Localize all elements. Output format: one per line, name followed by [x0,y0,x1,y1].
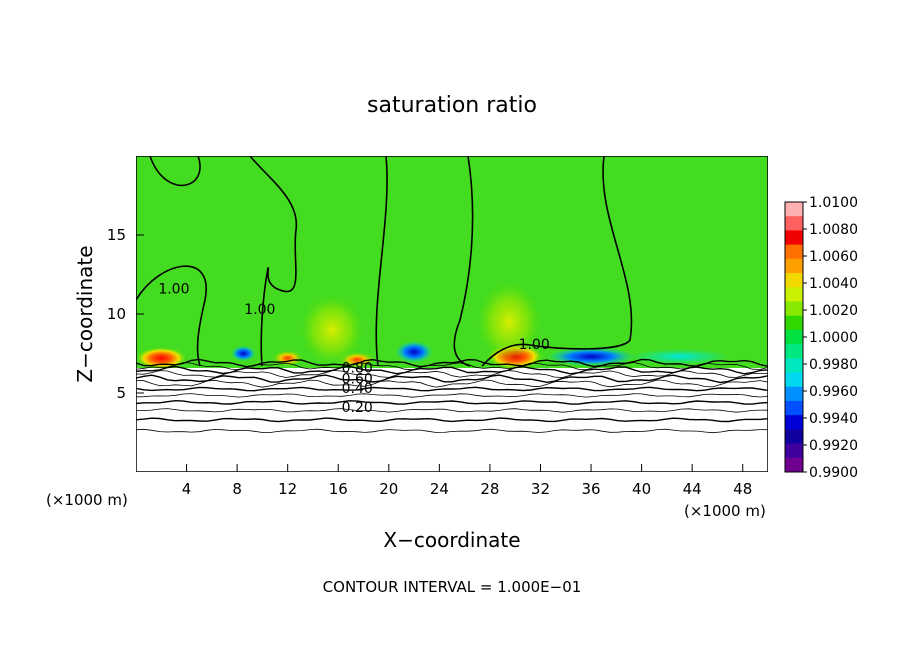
contour-label-1: 1.00 [244,302,275,318]
colorbar-swatch-17 [785,443,803,459]
colorbar-swatch-5 [785,273,803,288]
colorbar-label-1: 1.0080 [809,222,858,238]
colorbar-swatch-10 [785,344,803,359]
colorbar-label-0: 1.0100 [809,195,858,211]
contour-line-below-9 [136,408,768,413]
x-tick-label-5: 24 [430,480,449,498]
contour-line-below-0 [136,358,768,368]
contour-line-below-8 [136,399,768,405]
contour-lines-below [136,358,768,434]
colorbar-swatch-9 [785,329,803,345]
y-tick-label-0: 5 [116,384,126,402]
supersaturated-layer [136,156,768,368]
hotspot-high-0 [136,347,187,370]
hotspot-low-4 [300,295,364,365]
hotspot-low-5 [477,282,541,362]
colorbar-swatch-15 [785,415,803,430]
hotspot-dry-8 [230,345,257,362]
y-axis-label: Z−coordinate [73,245,97,382]
contour-label-2: 1.00 [519,337,550,353]
contour-interval-note: CONTOUR INTERVAL = 1.000E−01 [323,578,582,596]
colorbar-swatch-3 [785,244,803,260]
y-tick-label-1: 10 [107,305,126,323]
colorbar-swatch-13 [785,386,803,402]
plot-area [136,156,768,472]
contour-label-5: 0.40 [342,381,373,397]
colorbar-swatch-2 [785,230,803,246]
chart-title: saturation ratio [367,93,537,118]
colorbar-swatch-7 [785,301,803,317]
contour-line-below-4 [136,374,768,384]
contour-line-below-3 [136,370,768,378]
colorbar-swatch-11 [785,358,803,374]
x-axis-ticks: 4 8 12 16 20 24 28 32 36 40 44 48 [182,464,752,498]
x-tick-label-11: 48 [733,480,752,498]
contour-label-3: 0.80 [342,360,373,376]
colorbar-swatch-18 [785,457,803,473]
colorbar-swatch-16 [785,429,803,445]
contour-line-below-6 [136,386,768,392]
colorbar-label-7: 0.9960 [809,384,858,400]
x-tick-label-8: 36 [581,480,600,498]
colorbar-swatch-12 [785,372,803,388]
x-tick-label-7: 32 [531,480,550,498]
colorbar-swatch-4 [785,258,803,274]
x-tick-label-2: 12 [278,480,297,498]
x-tick-label-4: 20 [379,480,398,498]
colorbar-swatch-0 [785,202,803,217]
colorbar-swatch-8 [785,315,803,331]
contour-label-0: 1.00 [158,281,189,297]
colorbar-label-4: 1.0020 [809,303,858,319]
colorbar-label-5: 1.0000 [809,330,858,346]
colorbar-label-8: 0.9940 [809,411,858,427]
x-tick-label-1: 8 [232,480,242,498]
colorbar-swatch-14 [785,400,803,416]
contour-lines-1-00 [136,156,633,367]
colorbar-swatch-1 [785,216,803,231]
colorbar-label-3: 1.0040 [809,276,858,292]
hotspot-dry-7 [395,340,434,363]
contour-labels: 1.00 1.00 1.00 0.800.600.40 0.20 [158,281,549,416]
y-axis-ticks: 5 10 15 [107,226,144,402]
x-unit-right: (×1000 m) [684,502,766,520]
x-unit-left: (×1000 m) [46,491,128,509]
contour-label-4: 0.60 [342,372,373,388]
hotspot-wet-9 [628,348,731,365]
colorbar: 1.0100 1.0080 1.0060 1.0040 1.0020 1.0000 0.99… [784,195,858,481]
contour-line-below-11 [136,428,768,434]
x-tick-label-3: 16 [329,480,348,498]
colorbar-label-2: 1.0060 [809,249,858,265]
x-tick-label-10: 44 [683,480,702,498]
contour-line-below-10 [136,417,768,423]
y-tick-label-2: 15 [107,226,126,244]
contour-label-6: 0.20 [342,400,373,416]
x-tick-label-0: 4 [182,480,192,498]
contour-line-below-2 [136,365,768,375]
colorbar-label-6: 0.9980 [809,357,858,373]
colorbar-label-9: 0.9920 [809,438,858,454]
colorbar-label-10: 0.9900 [809,465,858,481]
contour-line-below-5 [136,379,768,388]
x-tick-label-6: 28 [480,480,499,498]
x-axis-label: X−coordinate [383,528,520,552]
contour-line-below-7 [136,393,768,398]
colorbar-swatch-6 [785,287,803,302]
x-tick-label-9: 40 [632,480,651,498]
